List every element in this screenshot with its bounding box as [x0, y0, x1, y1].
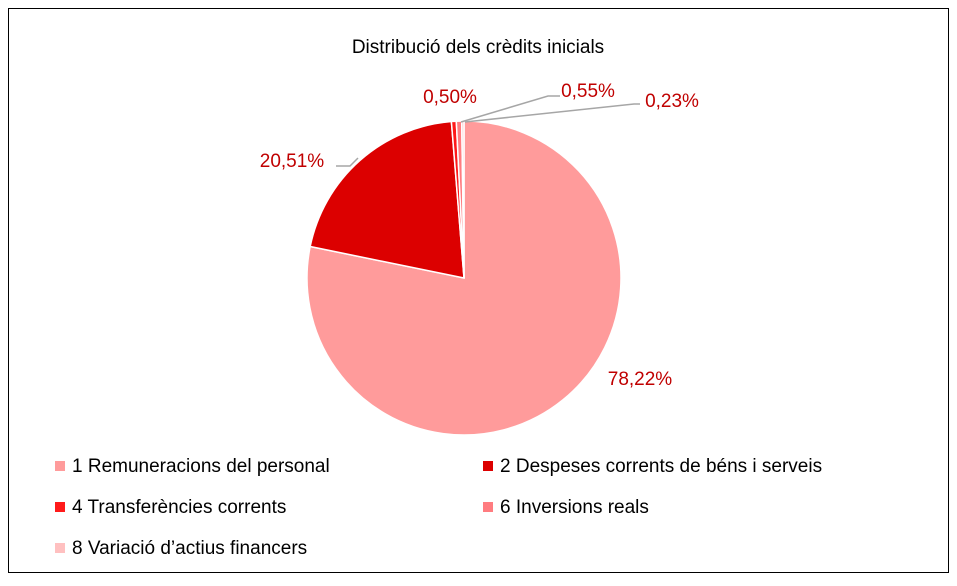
legend-marker: [483, 502, 493, 512]
data-label: 0,23%: [645, 91, 699, 112]
legend-marker: [483, 461, 493, 471]
legend-marker: [55, 543, 65, 553]
leader-line: [464, 103, 640, 123]
data-label: 0,50%: [423, 87, 477, 108]
pie-slice: [309, 120, 465, 279]
leader-line: [336, 157, 359, 167]
chart-title: Distribució dels crèdits inicials: [352, 37, 604, 58]
data-label: 78,22%: [608, 369, 673, 390]
legend-label: 1 Remuneracions del personal: [72, 456, 330, 477]
legend-marker: [55, 461, 65, 471]
data-label: 20,51%: [260, 151, 325, 172]
pie-slice: [306, 120, 622, 436]
leader-line: [460, 95, 560, 123]
legend-label: 8 Variació d’actius financers: [72, 538, 307, 559]
legend-label: 2 Despeses corrents de béns i serveis: [500, 456, 822, 477]
legend-label: 6 Inversions reals: [500, 497, 649, 518]
legend-label: 4 Transferències corrents: [72, 497, 286, 518]
legend-marker: [55, 502, 65, 512]
data-label: 0,55%: [561, 81, 615, 102]
